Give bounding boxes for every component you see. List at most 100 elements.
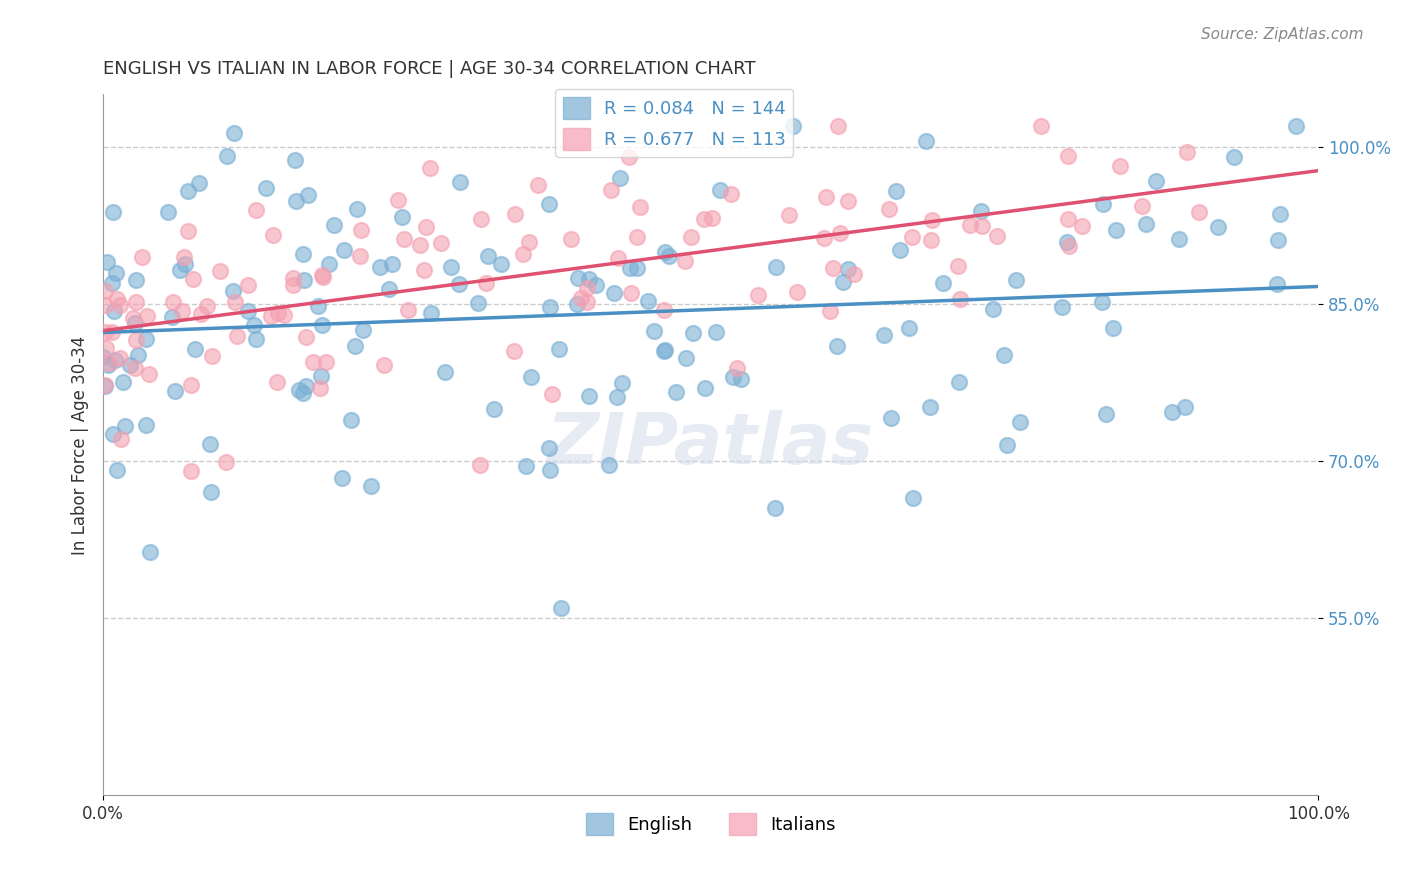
English bbox=[1004, 272, 1026, 286]
English bbox=[135, 331, 157, 345]
Italians bbox=[541, 386, 564, 401]
Italians bbox=[94, 325, 117, 339]
English bbox=[97, 358, 120, 372]
English bbox=[120, 358, 142, 372]
English bbox=[898, 320, 921, 334]
Italians bbox=[394, 232, 416, 246]
Italians bbox=[124, 361, 146, 376]
English bbox=[489, 257, 512, 271]
Italians bbox=[100, 325, 122, 339]
English bbox=[654, 343, 676, 358]
Italians bbox=[920, 233, 942, 247]
Italians bbox=[430, 235, 453, 250]
English bbox=[889, 243, 911, 257]
Italians bbox=[162, 295, 184, 310]
English bbox=[173, 257, 195, 271]
Italians bbox=[409, 237, 432, 252]
Italians bbox=[398, 303, 420, 318]
Italians bbox=[1057, 239, 1080, 253]
English bbox=[915, 134, 938, 148]
English bbox=[340, 412, 363, 426]
English bbox=[1095, 407, 1118, 421]
English bbox=[1265, 277, 1288, 292]
Italians bbox=[1130, 198, 1153, 212]
Italians bbox=[725, 361, 748, 376]
Italians bbox=[502, 343, 524, 358]
Italians bbox=[108, 351, 131, 366]
Italians bbox=[827, 119, 849, 133]
English bbox=[96, 255, 118, 269]
English bbox=[360, 479, 382, 493]
English bbox=[1105, 222, 1128, 236]
Italians bbox=[110, 432, 132, 446]
Italians bbox=[569, 291, 592, 305]
English bbox=[537, 196, 560, 211]
English bbox=[995, 437, 1018, 451]
Italians bbox=[125, 294, 148, 309]
English bbox=[236, 303, 259, 318]
Italians bbox=[315, 355, 337, 369]
Italians bbox=[527, 178, 550, 192]
Italians bbox=[94, 298, 117, 312]
Italians bbox=[190, 307, 212, 321]
Italians bbox=[837, 194, 859, 208]
Italians bbox=[626, 230, 648, 244]
Italians bbox=[560, 232, 582, 246]
English bbox=[217, 149, 239, 163]
Italians bbox=[948, 292, 970, 306]
Italians bbox=[195, 299, 218, 313]
Italians bbox=[245, 203, 267, 218]
English bbox=[105, 463, 128, 477]
Italians bbox=[311, 268, 333, 282]
English bbox=[665, 384, 688, 399]
Italians bbox=[262, 228, 284, 243]
Italians bbox=[813, 231, 835, 245]
English bbox=[288, 384, 311, 398]
Italians bbox=[1057, 149, 1080, 163]
English bbox=[391, 210, 413, 224]
Italians bbox=[312, 269, 335, 284]
English bbox=[292, 247, 315, 261]
English bbox=[981, 301, 1004, 316]
English bbox=[1206, 219, 1229, 234]
Italians bbox=[679, 230, 702, 244]
English bbox=[578, 272, 600, 286]
English bbox=[920, 400, 942, 414]
English bbox=[565, 297, 588, 311]
Italians bbox=[1071, 219, 1094, 233]
Italians bbox=[1056, 212, 1078, 227]
Italians bbox=[170, 304, 193, 318]
English bbox=[837, 262, 859, 277]
Italians bbox=[948, 259, 970, 273]
English bbox=[370, 260, 392, 274]
English bbox=[124, 316, 146, 330]
English bbox=[1174, 400, 1197, 414]
Italians bbox=[350, 223, 373, 237]
Italians bbox=[224, 295, 246, 310]
English bbox=[101, 204, 124, 219]
English bbox=[1268, 207, 1291, 221]
Italians bbox=[273, 308, 295, 322]
Italians bbox=[295, 330, 318, 344]
English bbox=[311, 318, 333, 332]
English bbox=[1091, 294, 1114, 309]
English bbox=[598, 458, 620, 472]
Text: Source: ZipAtlas.com: Source: ZipAtlas.com bbox=[1201, 27, 1364, 42]
Italians bbox=[94, 341, 117, 355]
English bbox=[1056, 235, 1078, 249]
English bbox=[1168, 232, 1191, 246]
English bbox=[832, 275, 855, 289]
English bbox=[652, 343, 675, 358]
Italians bbox=[93, 377, 115, 392]
Italians bbox=[986, 228, 1008, 243]
English bbox=[297, 188, 319, 202]
Italians bbox=[349, 249, 371, 263]
Italians bbox=[93, 284, 115, 298]
Italians bbox=[108, 298, 131, 312]
Italians bbox=[673, 253, 696, 268]
English bbox=[221, 284, 243, 298]
Italians bbox=[576, 281, 599, 295]
English bbox=[948, 376, 970, 390]
English bbox=[609, 171, 631, 186]
Italians bbox=[823, 261, 845, 276]
